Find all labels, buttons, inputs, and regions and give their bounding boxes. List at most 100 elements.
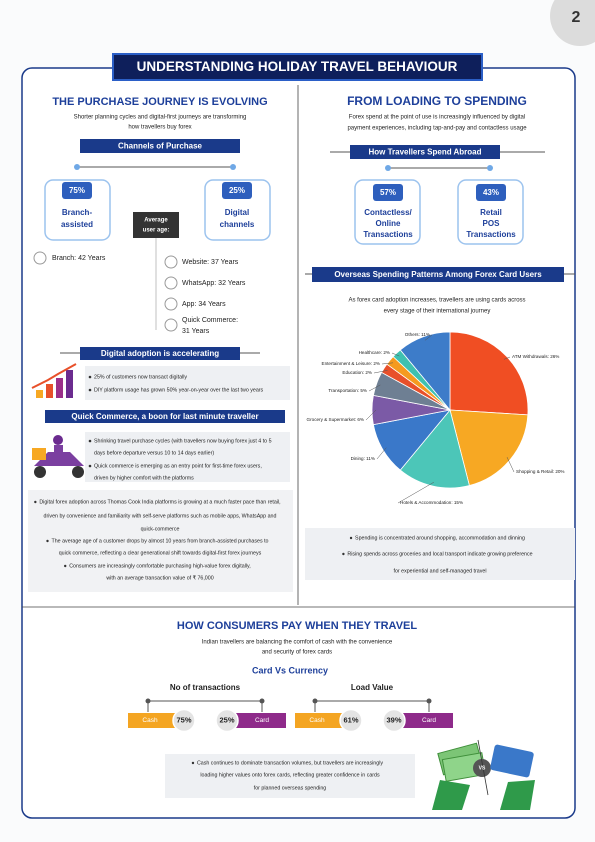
slice-label: Shopping & Retail: 20% [516,469,565,474]
slice-label: Transportation: 5% [328,388,367,393]
slice-label: Grocery & Supermarket: 6% [307,417,364,422]
growth-icon [31,363,77,398]
icon [164,318,178,332]
label: Online [376,219,401,228]
share-circle [215,708,239,733]
bar [80,347,240,360]
heading: THE PURCHASE JOURNEY IS EVOLVING [52,96,267,108]
group-title: Load Value [351,683,394,692]
section-title: Digital adoption is accelerating [101,349,219,358]
leader-line [365,409,377,421]
age: Quick Commerce: [182,317,238,324]
dot [426,698,432,704]
card-label: Card [255,717,269,724]
card-pill [236,713,286,728]
note-line: quick commerce, reflecting a clear gener… [59,550,262,556]
badge [373,184,403,201]
slice-label: Dining: 11% [351,456,375,461]
point: 25% of customers now transact digitally [94,374,187,380]
label: assisted [61,220,93,229]
note-line: quick-commerce [141,526,180,532]
note-box [28,490,293,592]
cash-card-illustration [432,739,535,810]
share: 25% [229,186,245,195]
label: Branch- [62,208,93,217]
label: Retail [480,208,502,217]
section-title: Quick Commerce, a boon for last minute t… [71,412,258,421]
slice-label: Education: 2% [342,370,372,375]
icon [164,297,178,311]
note-line: Cash continues to dominate transaction v… [197,760,383,766]
note-line: Digital forex adoption across Thomas Coo… [39,499,280,505]
share: 57% [380,188,396,197]
subtitle: and security of forex cards [262,650,332,656]
note-line: driven by convenience and familiarity wi… [44,513,277,519]
dot [74,164,80,170]
age: App: 34 Years [182,301,226,308]
card-share: 39% [386,715,401,724]
section-title: Card Vs Currency [252,665,328,675]
section-title: Channels of Purchase [118,142,203,151]
leader-line [368,384,381,392]
badge [476,184,506,201]
point: Quick commerce is emerging as an entry p… [94,463,262,469]
title: UNDERSTANDING HOLIDAY TRAVEL BEHAVIOUR [137,59,458,74]
card [457,179,524,245]
heading: HOW CONSUMERS PAY WHEN THEY TRAVEL [177,620,417,632]
share: 75% [69,186,85,195]
bullet [34,500,37,504]
bullet [191,761,195,765]
dot [145,698,151,704]
leader-line [397,482,434,504]
note-line: Rising spends across groceries and local… [347,551,532,557]
label: Transactions [363,230,413,239]
subtitle: how travellers buy forex [128,125,191,131]
note-line: Consumers are increasingly comfortable p… [69,563,251,569]
age: Branch: 42 Years [52,255,106,262]
label: Transactions [466,230,516,239]
dot [312,698,318,704]
share-circle [382,708,406,733]
group-title: No of transactions [170,683,241,692]
section-title: How Travellers Spend Abroad [368,148,481,157]
slice-label: Healthcare: 2% [359,350,390,355]
cash-label: Cash [142,717,158,724]
icon [33,251,47,265]
pie-slice [399,331,451,412]
point: Shrinking travel purchase cycles (with t… [94,438,272,444]
vs-label: VS [479,765,486,771]
bullet [46,539,49,543]
point: days before departure versus 10 to 14 da… [94,450,214,456]
slice-label: Others: 11% [405,332,430,337]
label: user age: [143,228,170,234]
label: channels [220,220,255,229]
note-box [85,432,290,482]
cash-share: 75% [176,715,191,724]
note-line: for planned overseas spending [254,785,326,791]
pie-slice [449,331,529,416]
bullet [88,375,92,379]
subtitle: As forex card adoption increases, travel… [348,298,525,304]
age: 31 Years [182,328,210,335]
card-share: 25% [219,715,234,724]
leader-line [376,447,387,460]
age: Website: 37 Years [182,259,239,266]
slice-label: Hotels & Accommodation: 15% [400,500,463,505]
badge [133,212,179,238]
pie-slice [399,409,470,489]
leader-line [381,362,394,365]
bar [350,145,500,159]
dot [487,165,493,171]
note-box [85,366,290,400]
point: DIY platform usage has grown 50% year-on… [94,387,264,393]
card [204,179,271,241]
slice-label: Entertainment & Leisure: 2% [322,361,380,366]
bullet [342,552,345,556]
bullet [64,564,67,568]
cash-pill [128,713,178,728]
label: Contactless/ [364,208,412,217]
slice-label: ATM Withdrawals: 26% [512,354,559,359]
subtitle: Forex spend at the point of use is incre… [349,115,525,121]
note-line: loading higher values onto forex cards, … [200,772,380,778]
